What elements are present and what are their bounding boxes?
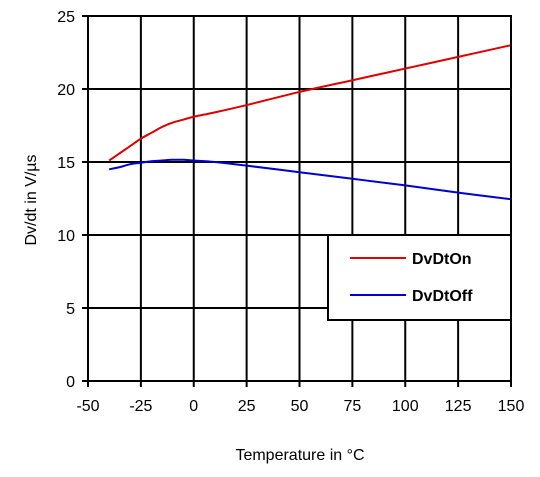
ticks: -50 -25 0 25 50 75 100 125 150 0 5 10 15 20 25 — [57, 9, 524, 415]
x-tick-label: -25 — [129, 398, 152, 415]
y-axis-label: Dv/dt in V/µs — [23, 154, 40, 245]
legend-label-dvdtoff: DvDtOff — [412, 288, 473, 305]
legend: DvDtOn DvDtOff — [327, 234, 512, 321]
y-tick-label: 20 — [57, 82, 75, 99]
x-tick-label: -50 — [76, 398, 99, 415]
x-tick-label: 75 — [343, 398, 361, 415]
x-tick-label: 100 — [392, 398, 419, 415]
series-line-dvdtoff — [108, 158, 512, 201]
x-tick-label: 50 — [291, 398, 309, 415]
x-tick-label: 125 — [445, 398, 472, 415]
y-tick-label: 25 — [57, 9, 75, 26]
y-tick-label: 10 — [57, 228, 75, 245]
x-tick-label: 0 — [189, 398, 198, 415]
series-group — [108, 44, 512, 201]
y-tick-label: 15 — [57, 155, 75, 172]
legend-label-dvdton: DvDtOn — [412, 251, 472, 268]
x-tick-label: 25 — [238, 398, 256, 415]
x-tick-label: 150 — [498, 398, 525, 415]
y-tick-label: 0 — [66, 374, 75, 391]
series-line-dvdton — [108, 44, 512, 162]
legend-box — [327, 234, 512, 321]
y-tick-label: 5 — [66, 301, 75, 318]
x-axis-label: Temperature in °C — [235, 447, 364, 464]
grid — [88, 16, 511, 381]
